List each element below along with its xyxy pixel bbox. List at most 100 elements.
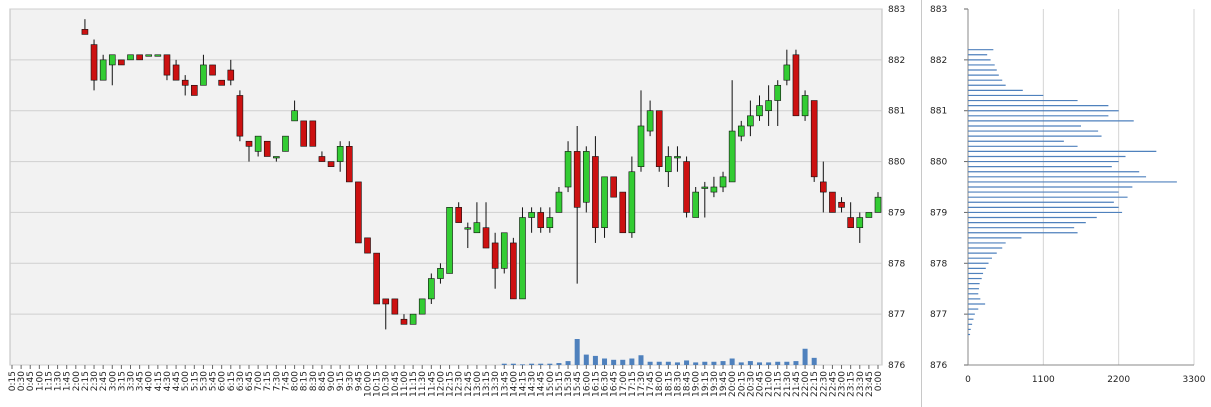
- y-tick-label: 882: [930, 56, 947, 66]
- candle: [856, 212, 864, 243]
- volume-bar: [702, 361, 708, 365]
- candle: [564, 141, 572, 193]
- candle: [127, 54, 134, 61]
- candle-body: [118, 59, 125, 66]
- x-tick-label: 15:45: [573, 371, 583, 397]
- candle-body: [455, 207, 462, 223]
- volume-bar: [811, 357, 817, 365]
- x-tick-label: 19:45: [719, 371, 729, 397]
- x-tick-label: 2:15: [81, 371, 91, 391]
- candle-body: [683, 161, 690, 213]
- candle: [737, 120, 745, 142]
- x-tick-label: 21:00: [765, 371, 775, 397]
- candle: [391, 298, 399, 315]
- candle-body: [610, 176, 617, 198]
- candle-body: [710, 186, 718, 193]
- x-tick-label: 19:30: [710, 371, 720, 397]
- x-tick-label: 21:45: [792, 371, 802, 397]
- x-tick-label: 14:15: [518, 371, 528, 397]
- candle: [655, 110, 663, 172]
- y-tick-label: 880: [930, 158, 947, 168]
- candle: [601, 176, 608, 238]
- candle-body: [619, 191, 627, 234]
- x-tick-label: 16:15: [591, 371, 601, 397]
- x-tick-label: 0:15: [8, 371, 18, 391]
- x-tick-label: 10:45: [391, 371, 401, 397]
- candle: [446, 207, 453, 274]
- candle: [373, 252, 380, 305]
- candle-body: [154, 54, 162, 57]
- candle-body: [482, 227, 490, 249]
- candle-body: [172, 64, 180, 81]
- candle-body: [719, 176, 727, 188]
- candle: [765, 85, 772, 126]
- candle: [674, 146, 681, 172]
- candle-body: [774, 84, 782, 101]
- candle: [428, 273, 435, 304]
- x-tick-label: 9:00: [327, 371, 337, 391]
- candle: [273, 156, 280, 162]
- x-tick-label: 6:15: [227, 371, 237, 391]
- candle-body: [783, 64, 791, 81]
- candle-body: [263, 140, 271, 157]
- candle-body: [528, 212, 535, 218]
- volume-bar: [574, 339, 580, 365]
- x-tick-label: 0:30: [17, 371, 27, 391]
- candle: [774, 80, 782, 126]
- candle-body: [181, 79, 189, 86]
- volume-bar: [602, 358, 608, 365]
- candle: [683, 156, 690, 218]
- x-tick-label: 13:30: [491, 371, 501, 397]
- candle-body: [564, 151, 572, 188]
- candle: [355, 181, 362, 244]
- x-tick-label: 8:45: [318, 371, 328, 391]
- volume-bar: [766, 362, 772, 365]
- candle: [108, 54, 116, 86]
- candle: [227, 59, 235, 86]
- x-tick-label: 10:15: [373, 371, 383, 397]
- candle: [364, 237, 371, 254]
- x-tick-label: 7:45: [281, 371, 291, 391]
- candle-body: [291, 110, 298, 122]
- volume-bar: [647, 361, 653, 365]
- x-tick-label: 16:00: [582, 371, 592, 397]
- volume-bar: [592, 355, 598, 365]
- candle-body: [810, 100, 818, 178]
- candle: [90, 39, 98, 91]
- x-tick-label: 22:30: [819, 371, 829, 397]
- x-tick-label: 22:15: [810, 371, 820, 397]
- candle: [437, 263, 444, 284]
- candle-body: [820, 181, 827, 193]
- candle-body: [510, 242, 517, 300]
- volume-bar: [747, 361, 753, 365]
- x-tick-label: 20:45: [755, 371, 765, 397]
- candle-body: [665, 156, 672, 173]
- candle-body: [418, 298, 426, 315]
- candle-body: [692, 191, 699, 218]
- volume-bar: [674, 362, 680, 365]
- x-tick-label: 14:45: [537, 371, 547, 397]
- candle-body: [592, 156, 599, 228]
- x-tick-label: 2200: [1107, 375, 1130, 385]
- candle-body: [409, 313, 417, 325]
- candle-body: [829, 191, 836, 213]
- candle: [218, 79, 225, 86]
- x-tick-label: 6:45: [245, 371, 255, 391]
- candle: [810, 100, 818, 182]
- x-tick-label: 16:30: [601, 371, 611, 397]
- volume-bar: [729, 358, 735, 365]
- x-tick-label: 0:45: [26, 371, 36, 391]
- candle: [300, 120, 308, 147]
- x-tick-label: 5:00: [181, 371, 191, 391]
- candle: [309, 120, 317, 147]
- x-tick-label: 15:00: [546, 371, 556, 397]
- candle: [829, 191, 836, 213]
- candle: [820, 161, 827, 213]
- candle: [728, 80, 736, 183]
- candle: [245, 140, 253, 162]
- candle-body: [573, 151, 581, 208]
- x-tick-label: 7:15: [263, 371, 273, 391]
- y-tick-label: 878: [888, 259, 905, 269]
- volume-bar: [556, 363, 562, 365]
- candle: [719, 171, 727, 193]
